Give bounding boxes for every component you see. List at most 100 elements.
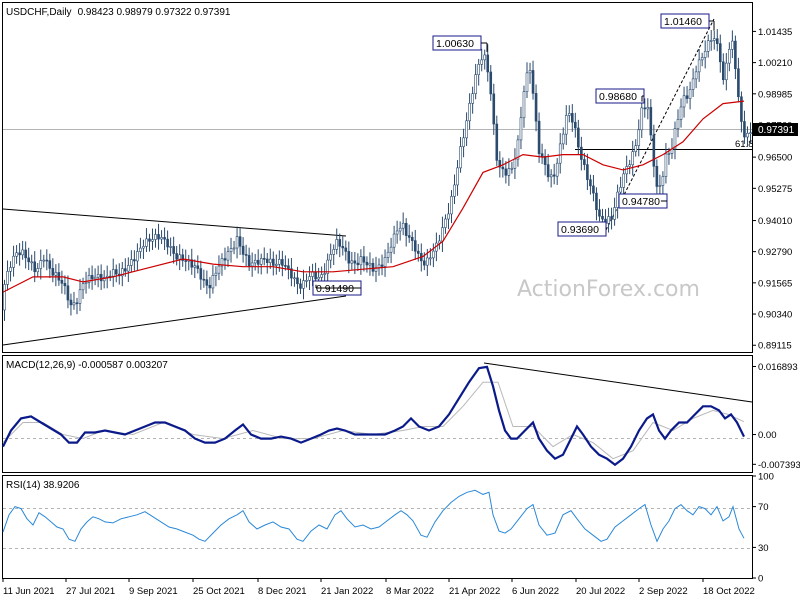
candle-body (317, 277, 320, 280)
candle-body (725, 62, 728, 81)
candle (299, 278, 302, 295)
candle (595, 187, 598, 221)
candle (15, 245, 18, 264)
candle (577, 119, 580, 155)
candle-body (211, 274, 215, 289)
candle (655, 159, 659, 194)
candle-body (555, 162, 559, 177)
candle (510, 161, 514, 174)
candle-body (347, 251, 351, 264)
candle-body (513, 158, 517, 169)
candle-body (299, 283, 302, 289)
candle (284, 255, 287, 271)
candle (407, 224, 411, 243)
fib-dashed-line (605, 18, 715, 231)
candle (586, 153, 589, 191)
x-tick-3: 25 Oct 2021 (193, 586, 245, 597)
candle-body (145, 238, 148, 247)
candle (217, 255, 221, 281)
candle (631, 140, 635, 176)
candle-body (184, 260, 188, 262)
candle (272, 251, 275, 276)
last-price-tag: 0.97391 (753, 123, 798, 136)
candle (130, 250, 133, 273)
candle-body (592, 185, 595, 194)
candle (471, 86, 474, 114)
candle-body (643, 107, 647, 110)
candle (139, 237, 142, 259)
macd-tick-0: 0.016893 (758, 362, 798, 373)
candle-body (169, 246, 172, 248)
candle-body (477, 64, 480, 75)
candle-body (160, 237, 163, 240)
candle (410, 231, 414, 251)
annotation-0.91490: 0.91490 (312, 280, 362, 296)
candle-body (341, 246, 345, 249)
candle-body (712, 38, 716, 41)
candle (18, 243, 21, 266)
last-price-box (753, 123, 798, 136)
candle-body (93, 276, 97, 280)
candle-body (616, 191, 619, 208)
candle (151, 228, 154, 250)
candle (676, 109, 680, 138)
candle-body (320, 274, 323, 278)
candle (72, 291, 76, 310)
candle (136, 243, 139, 271)
candle-body (6, 271, 9, 285)
candle (341, 235, 345, 256)
candle-body (359, 256, 363, 266)
candle-body (438, 240, 441, 244)
candle-body (631, 151, 635, 166)
candle (368, 252, 372, 276)
candle-body (172, 246, 175, 254)
candle-body (323, 273, 326, 275)
candle-body (350, 260, 354, 264)
candle (84, 271, 88, 294)
candle-body (489, 71, 493, 95)
candle (302, 269, 305, 300)
candle (157, 223, 160, 250)
candle-body (84, 282, 88, 284)
candle (673, 121, 677, 160)
candle (178, 244, 181, 271)
candle-body (256, 259, 260, 265)
macd-panel: MACD(12,26,9) -0.000587 0.003207 (2, 355, 753, 473)
candle-body (332, 249, 336, 255)
candle-body (78, 289, 82, 304)
candle-body (471, 93, 474, 104)
annotation-0.98680: 0.98680 (595, 88, 645, 104)
macd-header: MACD(12,26,9) -0.000587 0.003207 (6, 360, 168, 371)
candle-body (685, 95, 689, 99)
candle-body (142, 246, 145, 249)
candle-body (18, 252, 21, 256)
candle (688, 81, 692, 110)
candle (413, 229, 417, 260)
candle (359, 249, 363, 275)
candle-body (250, 262, 254, 267)
rsi-header: RSI(14) 38.9206 (6, 480, 80, 491)
candle (715, 29, 719, 52)
candle-body (30, 261, 33, 264)
candle (241, 237, 245, 263)
candle-body (743, 121, 746, 138)
candle (546, 153, 550, 182)
candle (347, 241, 351, 274)
candle (111, 258, 115, 287)
candle (534, 84, 538, 132)
candle-body (661, 176, 665, 186)
candle-body (305, 280, 308, 282)
candle-body (510, 167, 514, 170)
candle (12, 245, 15, 277)
candle (567, 105, 571, 123)
candle-body (483, 54, 487, 61)
price-tick-8: 0.91565 (758, 278, 792, 289)
candle (145, 228, 148, 253)
candle-body (429, 257, 432, 260)
candle (21, 240, 24, 260)
candle-body (265, 258, 269, 263)
candle-body (450, 196, 453, 215)
candle-body (537, 120, 541, 154)
candle (501, 157, 505, 178)
price-panel-header: USDCHF,Daily 0.98423 0.98979 0.97322 0.97… (6, 7, 231, 18)
